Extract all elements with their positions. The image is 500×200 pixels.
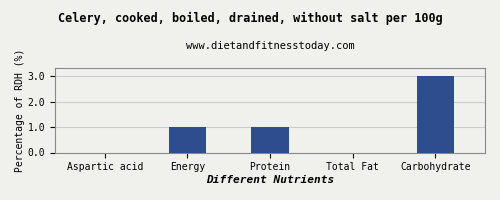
Title: www.dietandfitnesstoday.com: www.dietandfitnesstoday.com: [186, 41, 354, 51]
Text: Celery, cooked, boiled, drained, without salt per 100g: Celery, cooked, boiled, drained, without…: [58, 12, 442, 25]
Bar: [417, 76, 454, 152]
Y-axis label: Percentage of RDH (%): Percentage of RDH (%): [15, 49, 25, 172]
Bar: [252, 127, 288, 152]
X-axis label: Different Nutrients: Different Nutrients: [206, 175, 334, 185]
Bar: [169, 127, 206, 152]
